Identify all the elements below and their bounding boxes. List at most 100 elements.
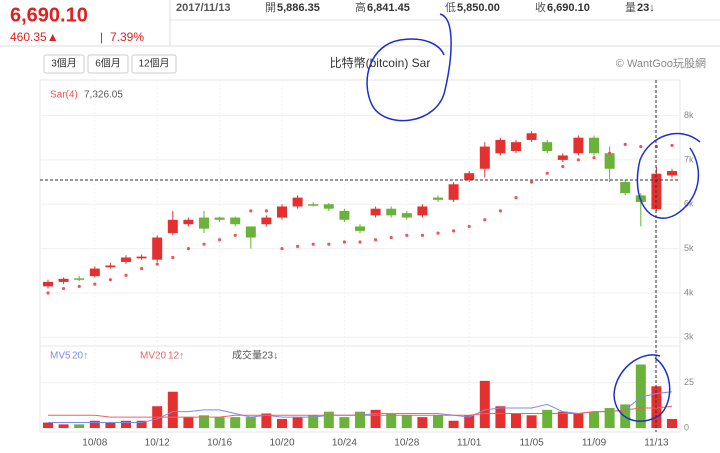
y-tick-label: 8k: [684, 110, 694, 120]
volume-bar: [214, 417, 225, 428]
candle-body: [89, 268, 100, 277]
sar-dot: [218, 238, 222, 242]
range-button-label[interactable]: 12個月: [138, 57, 169, 70]
candle-body: [417, 206, 428, 216]
candle-body: [261, 217, 272, 225]
candle-body: [604, 153, 615, 169]
candle-body: [448, 184, 459, 200]
candle-body: [573, 137, 584, 154]
x-tick-label: 10/12: [145, 438, 170, 449]
y-tick-label: 4k: [684, 287, 694, 297]
volume-bar: [121, 420, 131, 428]
price: 6,690.10: [10, 4, 88, 26]
sar-dot: [249, 209, 253, 213]
range-button[interactable]: [131, 54, 177, 74]
sar-dot: [186, 247, 190, 251]
range-button-label[interactable]: 3個月: [51, 57, 77, 70]
separator: |: [100, 30, 103, 44]
sar-dot: [62, 286, 66, 291]
stat-value: 5,886.35: [277, 2, 320, 14]
mv5-legend-value: 20↑: [72, 351, 88, 362]
chart-title: 比特幣(bitcoin) Sar: [330, 55, 431, 70]
sar-dot: [530, 180, 534, 184]
sar-dot: [467, 224, 471, 229]
y-tick-label: 5k: [684, 243, 694, 253]
sar-dot: [77, 284, 81, 288]
brand: © WantGoo玩股網: [616, 56, 706, 70]
mv20-legend: MV20: [140, 351, 167, 362]
candle-body: [58, 278, 69, 282]
volume-bar: [495, 406, 506, 428]
volume-bar: [277, 418, 287, 428]
sar-dot: [327, 242, 331, 246]
volume-bar: [167, 391, 178, 428]
volume-tick-label: 0: [684, 422, 689, 432]
candle-body: [433, 197, 443, 200]
stat-label: 高: [355, 0, 366, 14]
sar-dot: [296, 244, 300, 248]
volume-bar: [323, 411, 334, 428]
volume-bar: [230, 417, 241, 428]
candle-body: [308, 204, 319, 206]
stat-label: 收: [535, 0, 546, 14]
volume-bar: [479, 380, 490, 428]
candle-body: [121, 257, 131, 262]
sar-dot: [592, 156, 596, 160]
candle-body: [464, 173, 475, 180]
range-button[interactable]: [87, 54, 129, 74]
volume-bar: [43, 422, 53, 428]
sar-dot: [46, 291, 50, 295]
candle-body: [495, 139, 506, 154]
annotation-circle: [636, 132, 701, 219]
sar-dot: [436, 231, 440, 235]
volume-bar: [245, 417, 256, 428]
x-tick-label: 10/08: [82, 438, 107, 449]
stat-value: 23↓: [637, 2, 655, 14]
candle-body: [105, 265, 116, 268]
sar-dot: [155, 262, 159, 266]
x-tick-label: 10/24: [332, 438, 357, 449]
range-button[interactable]: [43, 54, 85, 74]
volume-bar: [58, 424, 69, 428]
volume-tick-label: 25: [684, 377, 694, 387]
sar-dot: [608, 151, 612, 155]
sar-dot: [93, 282, 97, 286]
sar-dot: [561, 164, 565, 169]
annotation-circle: [613, 354, 671, 422]
x-tick-label: 10/16: [207, 438, 232, 449]
volume-bar: [589, 411, 599, 428]
volume-bar: [308, 415, 319, 428]
candle-body: [370, 208, 381, 216]
volume-bar: [339, 417, 350, 428]
x-tick-label: 11/01: [457, 438, 482, 449]
x-tick-label: 10/20: [269, 438, 294, 449]
volume-bar: [355, 411, 365, 428]
sar-dot: [639, 144, 643, 149]
candle-body: [199, 217, 209, 229]
volume-bar: [136, 420, 147, 428]
volume-bar: [261, 413, 272, 428]
x-tick-label: 11/05: [519, 438, 544, 449]
sar-dot: [389, 235, 393, 240]
stat-label: 低: [445, 1, 456, 14]
range-button-label[interactable]: 6個月: [95, 57, 121, 70]
candle-body: [355, 226, 365, 231]
mv5-legend: MV5: [50, 351, 71, 362]
sar-dot: [452, 229, 456, 233]
date: 2017/11/13: [176, 2, 230, 14]
sar-dot: [140, 266, 144, 271]
volume-legend: 成交量: [232, 349, 262, 362]
volume-bar: [511, 413, 521, 428]
volume-bar: [417, 417, 428, 428]
candle-body: [511, 142, 521, 152]
candle-body: [667, 170, 677, 176]
candle-body: [401, 213, 412, 218]
volume-bar: [105, 422, 116, 428]
volume-bar: [74, 424, 85, 428]
volume-legend-value: 23↓: [262, 351, 278, 362]
candle-body: [230, 217, 241, 225]
sar-dot: [405, 233, 409, 237]
y-tick-label: 3k: [684, 332, 694, 342]
candle-body: [479, 146, 490, 169]
moving-average-line: [48, 405, 673, 418]
